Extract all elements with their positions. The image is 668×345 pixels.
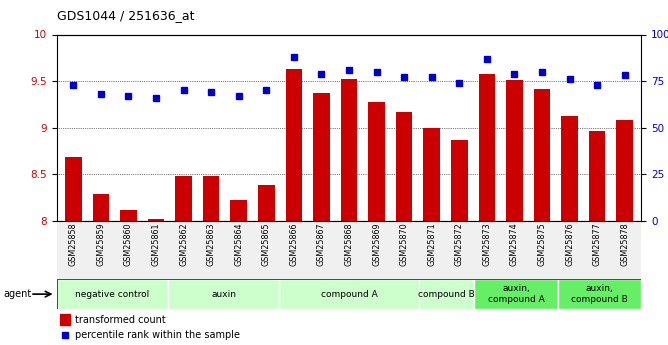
Text: GSM25869: GSM25869 bbox=[372, 222, 381, 266]
Text: auxin,
compound A: auxin, compound A bbox=[488, 284, 544, 304]
Text: GSM25877: GSM25877 bbox=[593, 222, 602, 266]
Text: GSM25871: GSM25871 bbox=[428, 222, 436, 266]
Bar bbox=[451, 140, 468, 221]
Text: percentile rank within the sample: percentile rank within the sample bbox=[75, 330, 240, 340]
Text: GSM25878: GSM25878 bbox=[620, 222, 629, 266]
Bar bbox=[534, 89, 550, 221]
Text: compound B: compound B bbox=[418, 289, 475, 299]
Bar bbox=[419, 279, 474, 309]
Bar bbox=[148, 219, 164, 221]
Bar bbox=[230, 200, 247, 221]
Bar bbox=[120, 210, 137, 221]
Text: GSM25863: GSM25863 bbox=[206, 222, 216, 266]
Text: GSM25864: GSM25864 bbox=[234, 222, 243, 266]
Text: negative control: negative control bbox=[75, 289, 150, 299]
Text: GSM25876: GSM25876 bbox=[565, 222, 574, 266]
Text: GSM25859: GSM25859 bbox=[96, 222, 106, 266]
Text: GSM25870: GSM25870 bbox=[399, 222, 409, 266]
Text: GSM25875: GSM25875 bbox=[538, 222, 546, 266]
Bar bbox=[313, 93, 330, 221]
Bar bbox=[424, 128, 440, 221]
Text: GSM25865: GSM25865 bbox=[262, 222, 271, 266]
Bar bbox=[258, 185, 275, 221]
Bar bbox=[561, 116, 578, 221]
Text: GSM25861: GSM25861 bbox=[152, 222, 160, 266]
Bar bbox=[506, 80, 523, 221]
Bar bbox=[558, 279, 641, 309]
Bar bbox=[341, 79, 357, 221]
Text: GSM25860: GSM25860 bbox=[124, 222, 133, 266]
Bar bbox=[279, 279, 419, 309]
Bar bbox=[57, 221, 641, 281]
Text: GDS1044 / 251636_at: GDS1044 / 251636_at bbox=[57, 9, 194, 22]
Bar bbox=[168, 279, 279, 309]
Bar bbox=[65, 157, 81, 221]
Text: compound A: compound A bbox=[321, 289, 377, 299]
Text: GSM25873: GSM25873 bbox=[482, 222, 492, 266]
Text: GSM25874: GSM25874 bbox=[510, 222, 519, 266]
Bar bbox=[93, 194, 109, 221]
Bar bbox=[57, 279, 168, 309]
Bar bbox=[368, 101, 385, 221]
Text: agent: agent bbox=[3, 289, 31, 299]
Text: GSM25868: GSM25868 bbox=[345, 222, 353, 266]
Text: GSM25858: GSM25858 bbox=[69, 222, 78, 266]
Text: auxin,
compound B: auxin, compound B bbox=[571, 284, 628, 304]
Bar bbox=[617, 120, 633, 221]
Bar bbox=[474, 279, 558, 309]
Bar bbox=[478, 73, 495, 221]
Text: GSM25872: GSM25872 bbox=[455, 222, 464, 266]
Bar bbox=[396, 112, 412, 221]
Text: GSM25862: GSM25862 bbox=[179, 222, 188, 266]
Text: GSM25867: GSM25867 bbox=[317, 222, 326, 266]
Bar bbox=[59, 314, 70, 325]
Text: auxin: auxin bbox=[211, 289, 236, 299]
Text: transformed count: transformed count bbox=[75, 315, 166, 325]
Bar bbox=[175, 176, 192, 221]
Bar bbox=[589, 131, 605, 221]
Text: GSM25866: GSM25866 bbox=[289, 222, 299, 266]
Bar bbox=[286, 69, 302, 221]
Bar bbox=[203, 176, 220, 221]
